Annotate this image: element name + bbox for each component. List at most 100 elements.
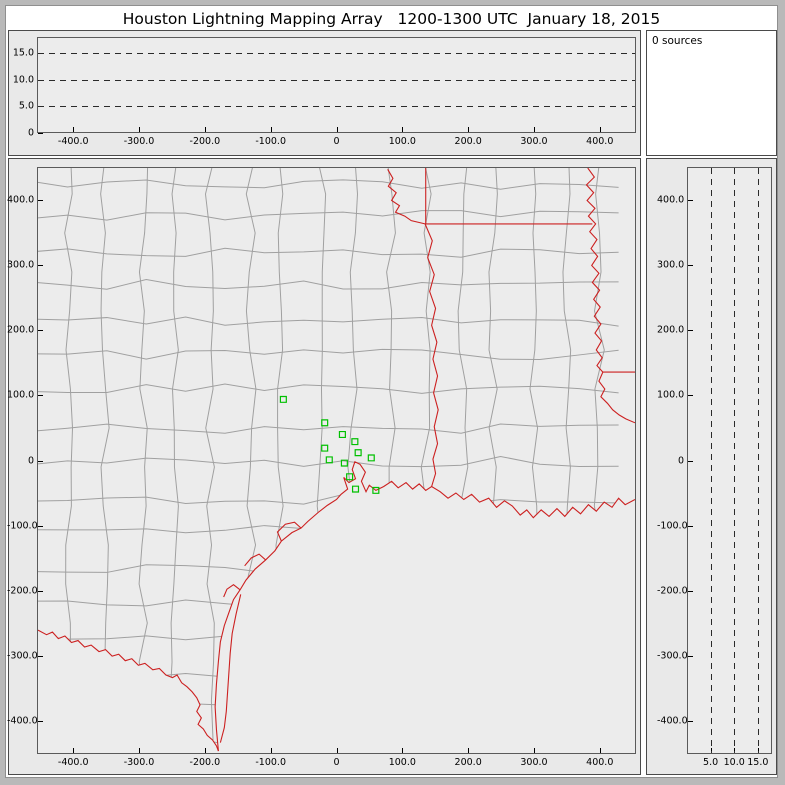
- x-tick-mark: [599, 748, 601, 753]
- lma-station-marker: [322, 420, 328, 426]
- y-tick-mark: [38, 590, 43, 592]
- county-boundary: [246, 168, 256, 740]
- x-tick-label: 200.0: [454, 757, 482, 768]
- x-tick-mark: [336, 748, 338, 753]
- x-tick-mark: [533, 748, 535, 753]
- x-tick-mark: [204, 748, 206, 753]
- county-boundary: [38, 424, 619, 433]
- county-boundary: [38, 495, 619, 505]
- mississippi-river-border: [586, 168, 635, 423]
- county-boundary: [38, 565, 619, 575]
- y-tick-label: -300.0: [7, 650, 38, 662]
- county-boundary: [38, 349, 619, 359]
- dashed-gridline: [38, 53, 635, 54]
- gulf-coastline: [215, 462, 635, 751]
- county-boundary: [38, 704, 619, 713]
- lma-station-marker: [326, 457, 332, 463]
- x-tick-label: -400.0: [57, 136, 89, 147]
- altitude-ns-plot[interactable]: [687, 167, 772, 754]
- x-tick-mark: [468, 127, 470, 132]
- x-tick-mark: [204, 127, 206, 132]
- x-tick-label: 10.0: [723, 757, 745, 768]
- county-boundary: [530, 168, 538, 740]
- y-tick-label: 400.0: [657, 194, 685, 206]
- county-boundary: [38, 599, 619, 607]
- county-boundary: [458, 168, 468, 740]
- dashed-gridline: [710, 168, 712, 753]
- dashed-gridline: [757, 168, 759, 753]
- x-tick-mark: [139, 748, 141, 753]
- x-tick-mark: [270, 748, 272, 753]
- y-tick-label: -300.0: [657, 650, 688, 662]
- x-tick-mark: [533, 127, 535, 132]
- altitude-ew-plot[interactable]: [37, 37, 636, 133]
- y-tick-mark: [688, 264, 693, 266]
- x-tick-mark: [599, 127, 601, 132]
- lma-station-marker: [347, 474, 353, 480]
- lma-station-marker: [341, 460, 347, 466]
- y-tick-label: 0: [27, 455, 34, 466]
- lma-station-marker: [280, 396, 286, 402]
- y-tick-label: 100.0: [657, 389, 685, 401]
- y-tick-mark: [688, 395, 693, 397]
- y-tick-mark: [688, 721, 693, 723]
- x-tick-label: 15.0: [747, 757, 769, 768]
- county-boundary: [38, 384, 619, 393]
- county-boundary: [563, 168, 571, 740]
- county-boundary: [38, 456, 619, 466]
- county-boundary: [276, 168, 285, 740]
- x-tick-label: 400.0: [586, 757, 614, 768]
- altitude-ew-panel: -400.0 -300.0 -200.0 -100.0 0 100.0 200.0 300.0…: [8, 30, 641, 156]
- y-tick-mark: [38, 133, 43, 134]
- county-boundary: [38, 737, 619, 746]
- county-boundary: [38, 670, 619, 677]
- x-tick-label: -100.0: [255, 757, 286, 768]
- county-boundary: [38, 317, 619, 326]
- y-tick-label: -200.0: [657, 585, 688, 597]
- y-tick-label: -100.0: [7, 520, 38, 532]
- x-tick-mark: [402, 127, 404, 132]
- y-tick-mark: [688, 460, 693, 462]
- window-title: Houston Lightning Mapping Array 1200-130…: [122, 10, 661, 28]
- lma-station-marker: [368, 455, 374, 461]
- x-tick-label: -100.0: [255, 136, 286, 147]
- y-tick-label: 200.0: [657, 324, 685, 336]
- county-boundary: [38, 180, 619, 189]
- county-boundary: [38, 279, 619, 289]
- y-tick-label: 400.0: [7, 194, 35, 206]
- y-tick-mark: [38, 395, 43, 397]
- x-tick-mark: [402, 748, 404, 753]
- x-tick-mark: [73, 748, 75, 753]
- county-boundary: [101, 168, 109, 740]
- dashed-gridline: [734, 168, 736, 753]
- y-tick-mark: [38, 264, 43, 266]
- y-tick-label: 300.0: [657, 259, 685, 271]
- y-tick-mark: [38, 460, 43, 462]
- x-tick-label: -300.0: [123, 136, 155, 147]
- county-boundary: [489, 168, 498, 740]
- y-tick-label: 5.0: [18, 100, 34, 112]
- x-tick-label: 300.0: [520, 136, 548, 147]
- lma-station-marker: [353, 486, 359, 492]
- x-tick-label: 200.0: [454, 136, 482, 147]
- corpus-christi-bay: [224, 585, 240, 597]
- sabine-river-border: [425, 224, 438, 487]
- y-tick-mark: [38, 721, 43, 723]
- map-plot[interactable]: [37, 167, 636, 754]
- app-window: Houston Lightning Mapping Array 1200-130…: [5, 5, 778, 778]
- altitude-ns-panel: 5.0 10.0 15.0 400.0 300.0 200.0 100.0 0 -100.0 -2…: [646, 158, 777, 775]
- y-tick-mark: [38, 525, 43, 527]
- dashed-gridline: [38, 106, 635, 108]
- y-tick-label: -400.0: [7, 715, 38, 727]
- lma-stations-layer: [280, 396, 378, 493]
- y-tick-label: 0: [27, 127, 34, 139]
- county-boundary: [205, 168, 215, 740]
- y-tick-label: 15.0: [12, 47, 34, 59]
- barrier-island: [220, 594, 240, 742]
- state-borders-layer: [38, 168, 635, 751]
- county-boundary: [65, 168, 73, 740]
- y-tick-mark: [688, 330, 693, 332]
- y-tick-mark: [688, 656, 693, 658]
- y-tick-mark: [38, 199, 43, 201]
- x-tick-mark: [270, 127, 272, 132]
